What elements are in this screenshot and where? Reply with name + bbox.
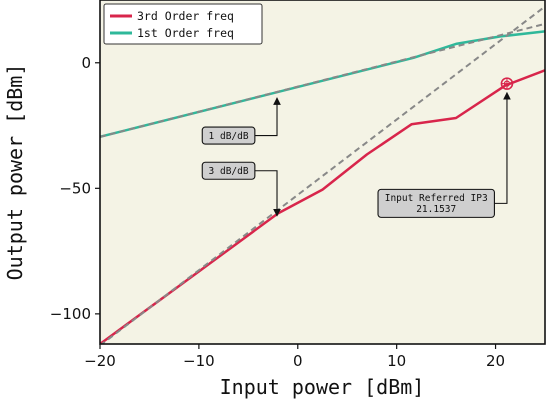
y-tick-label: −50: [59, 179, 91, 197]
legend-entry-2: 1st Order freq: [110, 26, 234, 40]
legend-box: [103, 3, 263, 45]
series-line-1: [100, 69, 545, 344]
x-tick-label: −20: [84, 352, 116, 370]
annotation-box: [377, 188, 495, 218]
plot-background: [100, 0, 545, 344]
annotation-2: 3 dB/dB: [201, 161, 281, 217]
ip3-marker: [500, 77, 514, 90]
annotation-text: 21.1537: [416, 204, 456, 215]
annotation-box: [201, 161, 256, 180]
annotation-1: 1 dB/dB: [201, 97, 281, 145]
legend-label: 3rd Order freq: [137, 9, 234, 23]
annotation-text: 1 dB/dB: [209, 131, 249, 142]
y-tick-label: −100: [50, 305, 91, 323]
x-axis-label: Input power [dBm]: [220, 375, 425, 399]
annotation-arrow: [254, 170, 281, 217]
y-tick-label: 0: [81, 54, 91, 72]
x-tick-label: 0: [293, 352, 303, 370]
annotation-arrow: [254, 97, 281, 137]
x-tick-label: −10: [183, 352, 215, 370]
x-tick-label: 20: [486, 352, 505, 370]
plot-frame: [99, 0, 546, 345]
y-axis-label: Output power [dBm]: [3, 64, 27, 281]
annotation-arrow: [494, 91, 511, 204]
annotation-text: 3 dB/dB: [209, 166, 249, 177]
reference-line-2: [100, 5, 545, 344]
x-tick-label: 10: [387, 352, 406, 370]
annotation-text: Input Referred IP3: [385, 193, 488, 204]
axis-ticks: −20 −10 0 10 20−100−500: [50, 54, 505, 370]
legend-entry-1: 3rd Order freq: [110, 9, 234, 23]
legend-label: 1st Order freq: [137, 26, 234, 40]
ip3-marker-layer: [500, 77, 514, 90]
reference-lines: [100, 5, 545, 344]
legend: 3rd Order freq 1st Order freq: [103, 3, 263, 45]
reference-line-1: [100, 22, 545, 138]
annotation-box: [201, 126, 256, 145]
